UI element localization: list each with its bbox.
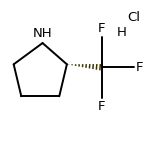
Text: F: F: [98, 100, 106, 113]
Text: F: F: [136, 61, 143, 74]
Text: NH: NH: [33, 27, 52, 40]
Text: H: H: [117, 26, 126, 39]
Text: F: F: [98, 22, 106, 35]
Text: Cl: Cl: [127, 11, 140, 24]
